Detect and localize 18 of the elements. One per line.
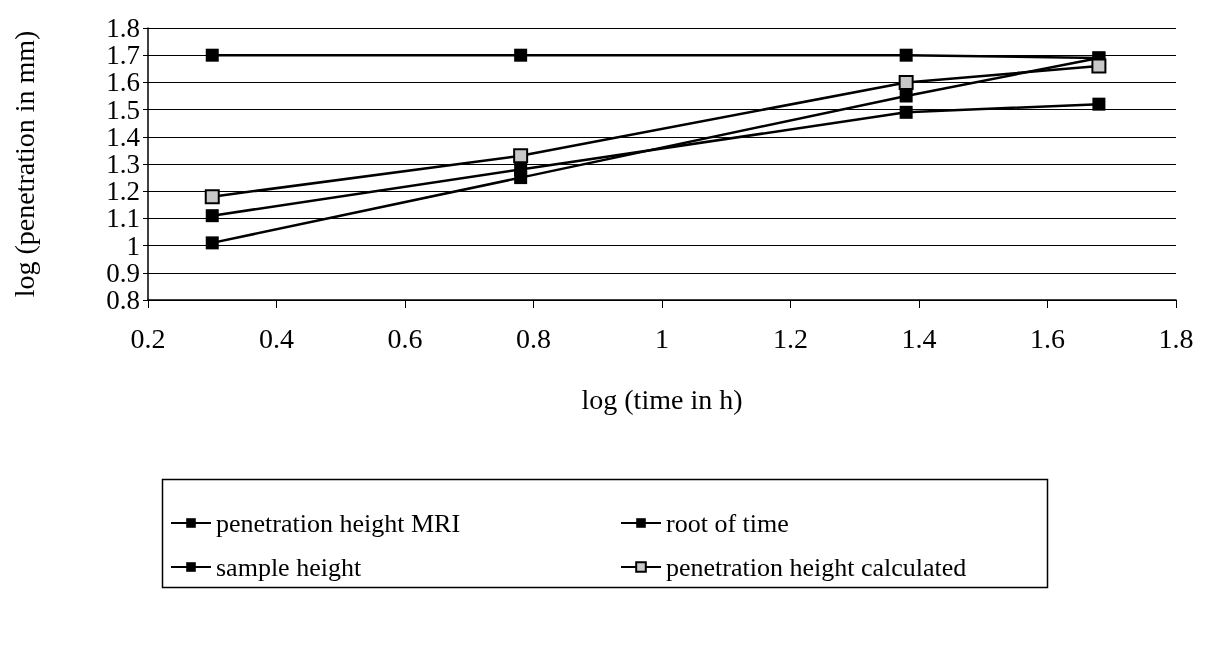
x-tick-label: 1.2 [773, 322, 808, 354]
y-tick-label: 0.8 [106, 285, 140, 315]
x-tick-label: 1.8 [1158, 322, 1194, 354]
x-tick-label: 0.2 [130, 322, 166, 354]
x-tick-label: 1.6 [1030, 322, 1065, 354]
x-tick-label: 0.8 [516, 322, 551, 354]
x-tick-label: 1.4 [901, 322, 937, 354]
legend-label: penetration height calculated [666, 552, 967, 582]
x-tick-label: 1 [655, 322, 669, 354]
legend-label: sample height [216, 552, 362, 582]
legend-label: penetration height MRI [216, 508, 461, 538]
legend-label: root of time [666, 508, 789, 538]
y-axis-title: log (penetration in mm) [8, 30, 40, 298]
x-tick-label: 0.4 [259, 322, 294, 354]
x-tick-label: 0.6 [387, 322, 423, 354]
y-tick-label: 1.3 [106, 149, 140, 179]
x-axis-title: log (time in h) [581, 383, 743, 415]
y-tick-label: 1.8 [106, 13, 140, 43]
